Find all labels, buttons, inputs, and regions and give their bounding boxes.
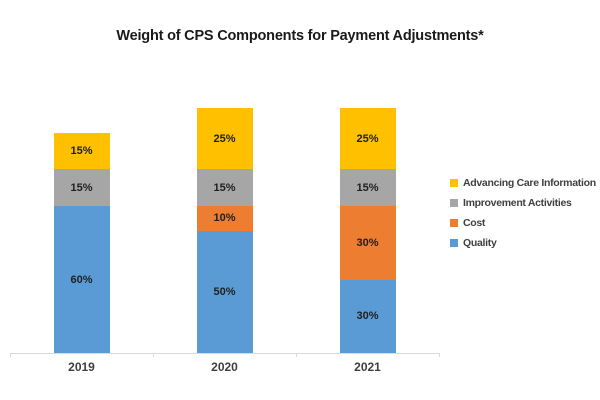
legend-swatch-icon <box>450 199 458 207</box>
x-axis-tick <box>153 353 154 357</box>
legend-label: Quality <box>463 237 497 249</box>
legend-item-improvement-activities: Improvement Activities <box>450 197 596 209</box>
x-axis-tick <box>439 353 440 357</box>
bar-2021-segment-quality: 30% <box>339 279 396 353</box>
bar-2020-segment-advancing-care-information: 25% <box>196 108 253 170</box>
x-axis-label-2021: 2021 <box>354 360 381 374</box>
data-label: 15% <box>70 144 93 157</box>
bar-2019-segment-improvement-activities: 15% <box>53 169 110 206</box>
bar-2021-segment-advancing-care-information: 25% <box>339 108 396 170</box>
data-label: 50% <box>213 285 236 298</box>
chart-legend: Advancing Care Information Improvement Ac… <box>450 177 596 249</box>
bar-2019-segment-quality: 60% <box>53 206 110 353</box>
data-label: 30% <box>356 236 379 249</box>
bar-2021-segment-cost: 30% <box>339 206 396 280</box>
data-label: 30% <box>356 310 379 323</box>
data-label: 15% <box>356 181 379 194</box>
legend-label: Improvement Activities <box>463 197 572 209</box>
legend-item-quality: Quality <box>450 237 596 249</box>
data-label: 15% <box>70 181 93 194</box>
data-label: 15% <box>213 181 236 194</box>
chart-title: Weight of CPS Components for Payment Adj… <box>116 28 484 44</box>
bar-2021-segment-improvement-activities: 15% <box>339 169 396 206</box>
data-label: 60% <box>70 273 93 286</box>
bar-2020-segment-quality: 50% <box>196 230 253 353</box>
bar-2021: 25% 15% 30% 30% <box>339 108 396 353</box>
data-label: 25% <box>213 132 236 145</box>
x-axis-tick <box>296 353 297 357</box>
bar-2020: 25% 15% 10% 50% <box>196 108 253 353</box>
x-axis-label-2019: 2019 <box>68 360 95 374</box>
x-axis-tick <box>10 353 11 357</box>
legend-label: Cost <box>463 217 486 229</box>
bar-2020-segment-cost: 10% <box>196 206 253 231</box>
legend-item-cost: Cost <box>450 217 596 229</box>
bar-2019-segment-advancing-care-information: 15% <box>53 132 110 170</box>
legend-label: Advancing Care Information <box>463 177 596 189</box>
legend-swatch-icon <box>450 179 458 187</box>
legend-swatch-icon <box>450 239 458 247</box>
x-axis-line <box>10 353 439 354</box>
data-label: 10% <box>213 212 236 225</box>
legend-swatch-icon <box>450 219 458 227</box>
bar-2020-segment-improvement-activities: 15% <box>196 169 253 206</box>
bar-2019: 15% 15% 60% <box>53 132 110 353</box>
x-axis-label-2020: 2020 <box>211 360 238 374</box>
data-label: 25% <box>356 132 379 145</box>
legend-item-advancing-care-information: Advancing Care Information <box>450 177 596 189</box>
